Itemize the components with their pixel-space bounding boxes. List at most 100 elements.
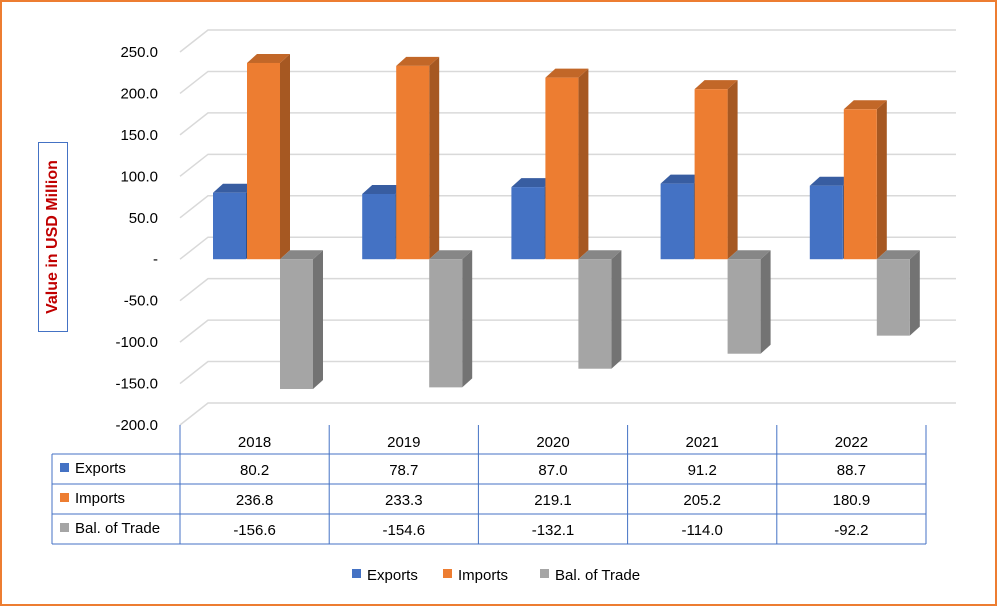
bar-imports-2018 <box>247 53 290 260</box>
bar-bal-of-trade-2018 <box>280 250 323 390</box>
bar-imports-2021 <box>694 80 738 260</box>
y-tick-label: 250.0 <box>120 44 158 61</box>
series-imports <box>247 53 887 260</box>
data-label: 88.7 <box>837 462 866 479</box>
data-label: 87.0 <box>538 462 567 479</box>
bar-front <box>660 183 694 260</box>
bar-imports-2019 <box>396 56 440 260</box>
table-legend-key <box>60 463 69 472</box>
category-label: 2019 <box>387 434 420 451</box>
bar-side <box>578 68 589 260</box>
category-label: 2022 <box>835 434 868 451</box>
gridline <box>179 319 956 343</box>
legend-key <box>443 569 452 578</box>
bar-side <box>611 250 622 369</box>
data-label: 233.3 <box>385 492 423 509</box>
series-name: Exports <box>75 460 126 477</box>
y-tick-label: -100.0 <box>115 334 158 351</box>
legend-label: Bal. of Trade <box>555 567 640 584</box>
bar-top <box>843 100 887 110</box>
series-bal-of-trade <box>280 250 920 390</box>
y-tick-label: - <box>153 251 158 268</box>
data-label: 78.7 <box>389 462 418 479</box>
data-table: 2018 2019 2020 2021 2022 Exports 80.2 78.7 87.0 9… <box>51 425 927 545</box>
data-label: -154.6 <box>383 522 426 539</box>
data-label: -114.0 <box>681 522 722 539</box>
bar-top <box>247 53 290 63</box>
bar-top <box>876 250 920 260</box>
legend-label: Imports <box>458 567 508 584</box>
bar-side <box>760 250 771 354</box>
bar-front <box>362 193 396 260</box>
bar-top <box>213 183 256 193</box>
y-tick-label: 200.0 <box>120 85 158 102</box>
bar-front <box>876 259 910 336</box>
y-tick-label: 50.0 <box>129 210 158 227</box>
bar-front <box>843 109 877 260</box>
bar-top <box>280 250 323 260</box>
bar-front <box>213 192 246 260</box>
y-tick-label: 100.0 <box>120 168 158 185</box>
bar-top <box>660 174 704 184</box>
legend-key <box>352 569 361 578</box>
bar-side <box>280 53 290 260</box>
y-tick-label: -150.0 <box>115 376 158 393</box>
bar-imports-2020 <box>545 68 589 260</box>
bar-top <box>694 80 738 90</box>
bar-imports-2022 <box>843 100 887 260</box>
bar-bal-of-trade-2020 <box>578 250 622 369</box>
bar-top <box>429 250 473 260</box>
gridline <box>179 70 956 95</box>
gridline <box>179 360 956 385</box>
bar-exports-2020 <box>511 178 555 260</box>
bar-top <box>362 184 406 194</box>
category-label: 2018 <box>238 434 271 451</box>
bar-front <box>727 259 761 354</box>
bar-side <box>429 56 440 260</box>
y-axis-label-box: Value in USD Million <box>38 142 68 332</box>
legend: Exports Imports Bal. of Trade <box>352 567 640 584</box>
bar-top <box>545 68 589 78</box>
bar-side <box>462 250 473 388</box>
gridline <box>179 277 956 302</box>
series-name: Bal. of Trade <box>75 520 160 537</box>
bar-front <box>578 259 612 369</box>
gridline <box>179 402 956 426</box>
data-label: 205.2 <box>683 492 721 509</box>
bar-top <box>396 56 440 66</box>
y-tick-label: 150.0 <box>120 127 158 144</box>
bar-side <box>876 100 887 260</box>
bar-top <box>727 250 771 260</box>
table-legend-key <box>60 523 69 532</box>
series-exports <box>213 174 853 260</box>
series-name: Imports <box>75 490 125 507</box>
bar-front <box>280 259 313 390</box>
bar-front <box>694 89 728 260</box>
data-label: -132.1 <box>532 522 575 539</box>
bar-top <box>511 178 555 188</box>
data-label: 236.8 <box>236 492 274 509</box>
bar-front <box>545 77 579 260</box>
bar-side <box>909 250 920 336</box>
bar-side <box>313 250 323 390</box>
bar-front <box>396 65 430 260</box>
category-label: 2020 <box>536 434 569 451</box>
legend-label: Exports <box>367 567 418 584</box>
bar-bal-of-trade-2019 <box>429 250 473 388</box>
bar-front <box>247 62 280 260</box>
data-label: 80.2 <box>240 462 269 479</box>
data-label: 219.1 <box>534 492 572 509</box>
data-label: -92.2 <box>834 522 868 539</box>
bar-top <box>578 250 622 260</box>
bar-bal-of-trade-2021 <box>727 250 771 354</box>
bar-side <box>727 80 738 260</box>
category-label: 2021 <box>686 434 719 451</box>
bar-front <box>809 185 843 260</box>
data-label: 180.9 <box>833 492 871 509</box>
bar-top <box>809 176 853 186</box>
y-tick-label: -200.0 <box>115 417 158 434</box>
data-label: 91.2 <box>688 462 717 479</box>
bar-bal-of-trade-2022 <box>876 250 920 336</box>
